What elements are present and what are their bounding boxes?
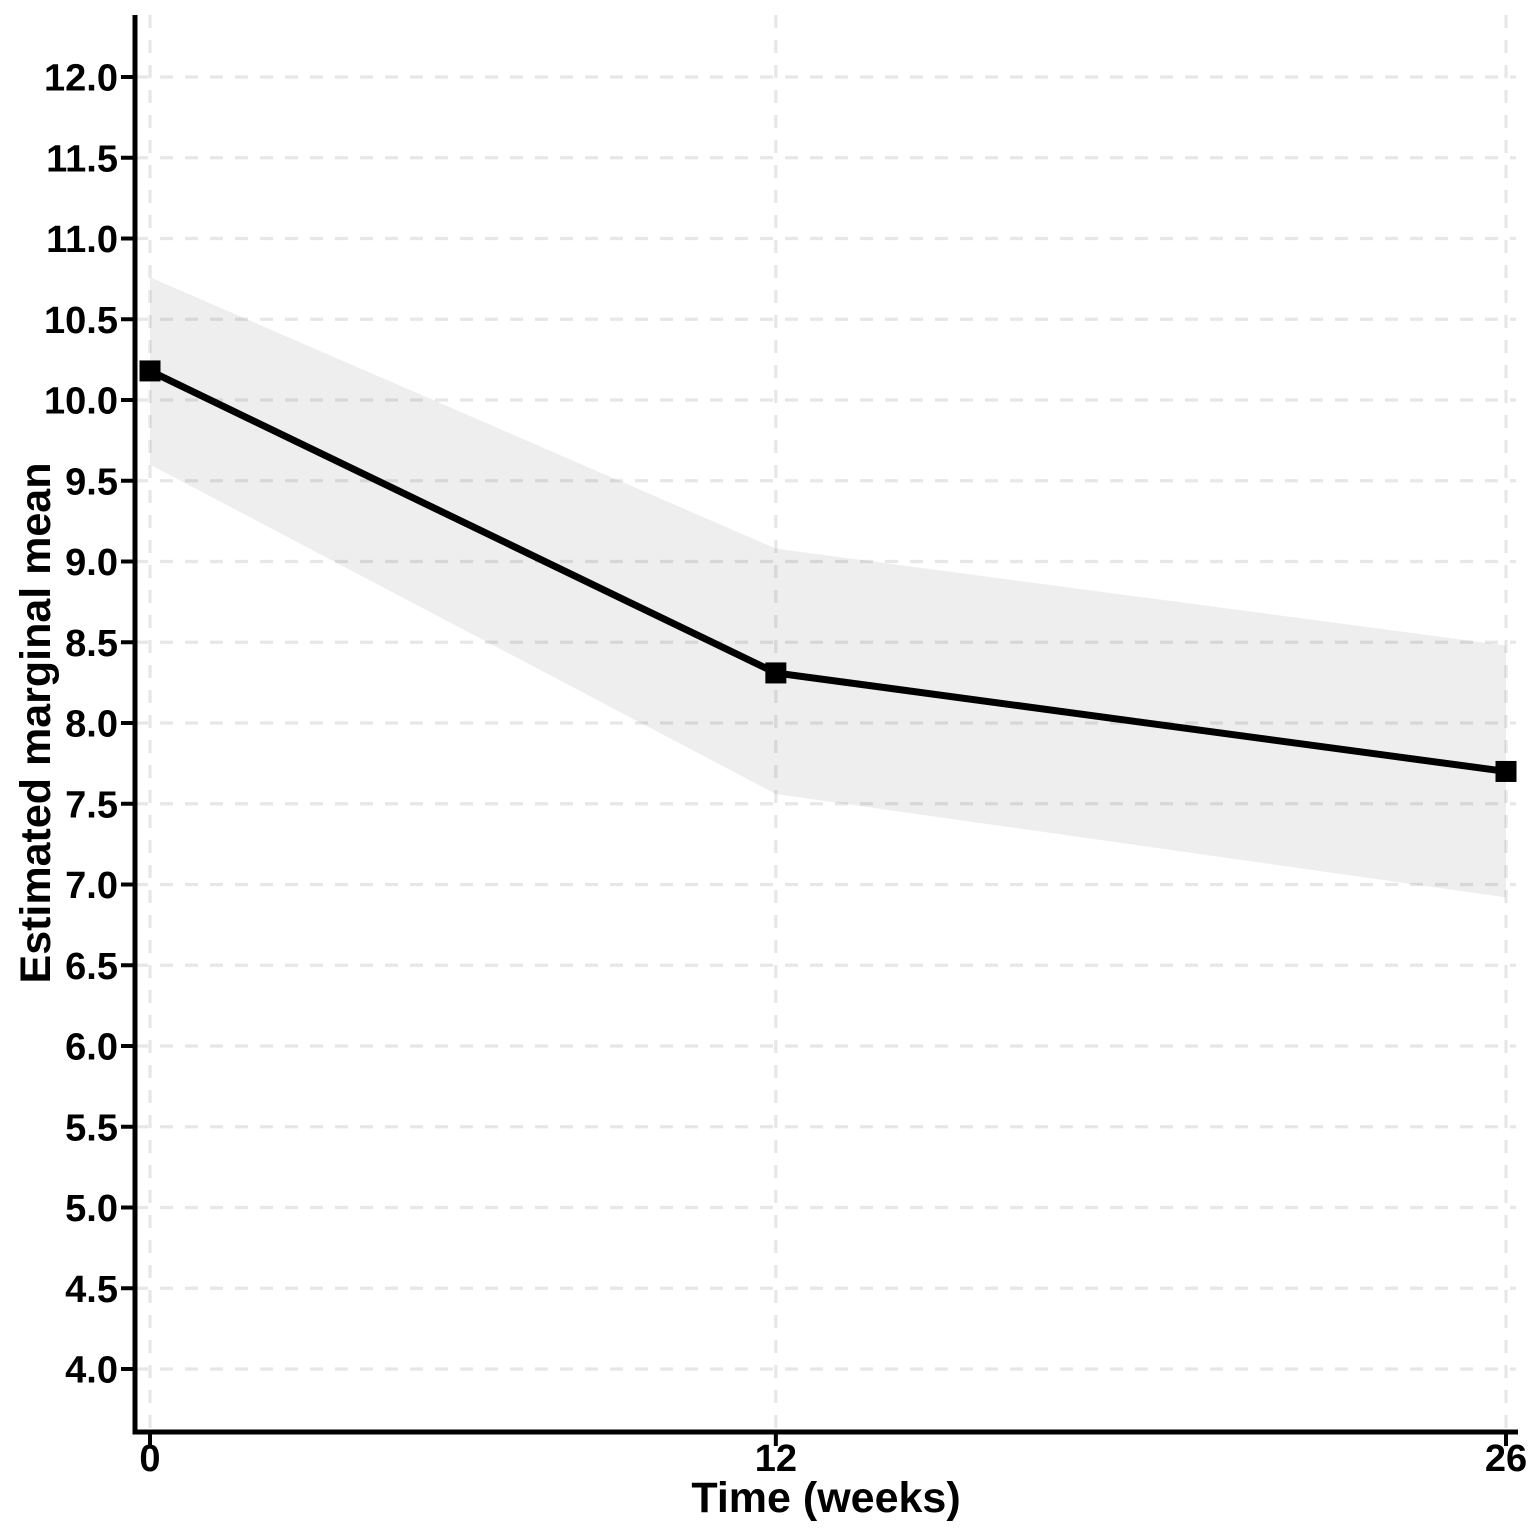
mean-line-series-layer	[139, 360, 1517, 782]
y-tick-label: 7.0	[65, 865, 118, 907]
y-tick-label: 5.0	[65, 1188, 118, 1230]
confidence-ribbon-layer	[150, 277, 1507, 898]
y-tick-label: 8.0	[65, 704, 118, 746]
y-tick-label: 10.5	[44, 300, 118, 342]
y-tick-label: 10.0	[44, 381, 118, 423]
y-tick-label: 5.5	[65, 1107, 118, 1149]
y-tick-label: 12.0	[44, 58, 118, 100]
y-tick-label: 4.0	[65, 1350, 118, 1392]
x-tick-label: 12	[755, 1438, 797, 1480]
y-tick-label: 11.5	[46, 138, 118, 180]
data-point-marker	[139, 360, 161, 382]
y-tick-label: 9.5	[65, 461, 118, 503]
y-tick-label: 9.0	[65, 542, 118, 584]
y-tick-label: 7.5	[65, 784, 118, 826]
y-tick-label: 11.0	[46, 219, 118, 261]
data-point-marker	[765, 662, 787, 684]
x-tick-label: 0	[139, 1438, 160, 1480]
y-tick-label: 8.5	[65, 623, 118, 665]
y-axis-title: Estimated marginal mean	[12, 463, 60, 984]
y-tick-label: 6.0	[65, 1027, 118, 1069]
x-tick-label: 26	[1485, 1438, 1527, 1480]
axes-layer	[121, 15, 1518, 1446]
confidence-ribbon-area	[150, 277, 1507, 898]
tick-labels-layer: 4.0 4.5 5.0 5.5 6.0 6.5 7.0 7.5 8.0 8.5 9.0 9.5 10.0…	[44, 58, 1527, 1481]
data-point-marker	[1495, 760, 1517, 782]
y-tick-label: 4.5	[65, 1269, 118, 1311]
x-axis-title: Time (weeks)	[691, 1474, 960, 1522]
gridlines-layer	[135, 15, 1516, 1432]
y-tick-label: 6.5	[65, 946, 118, 988]
